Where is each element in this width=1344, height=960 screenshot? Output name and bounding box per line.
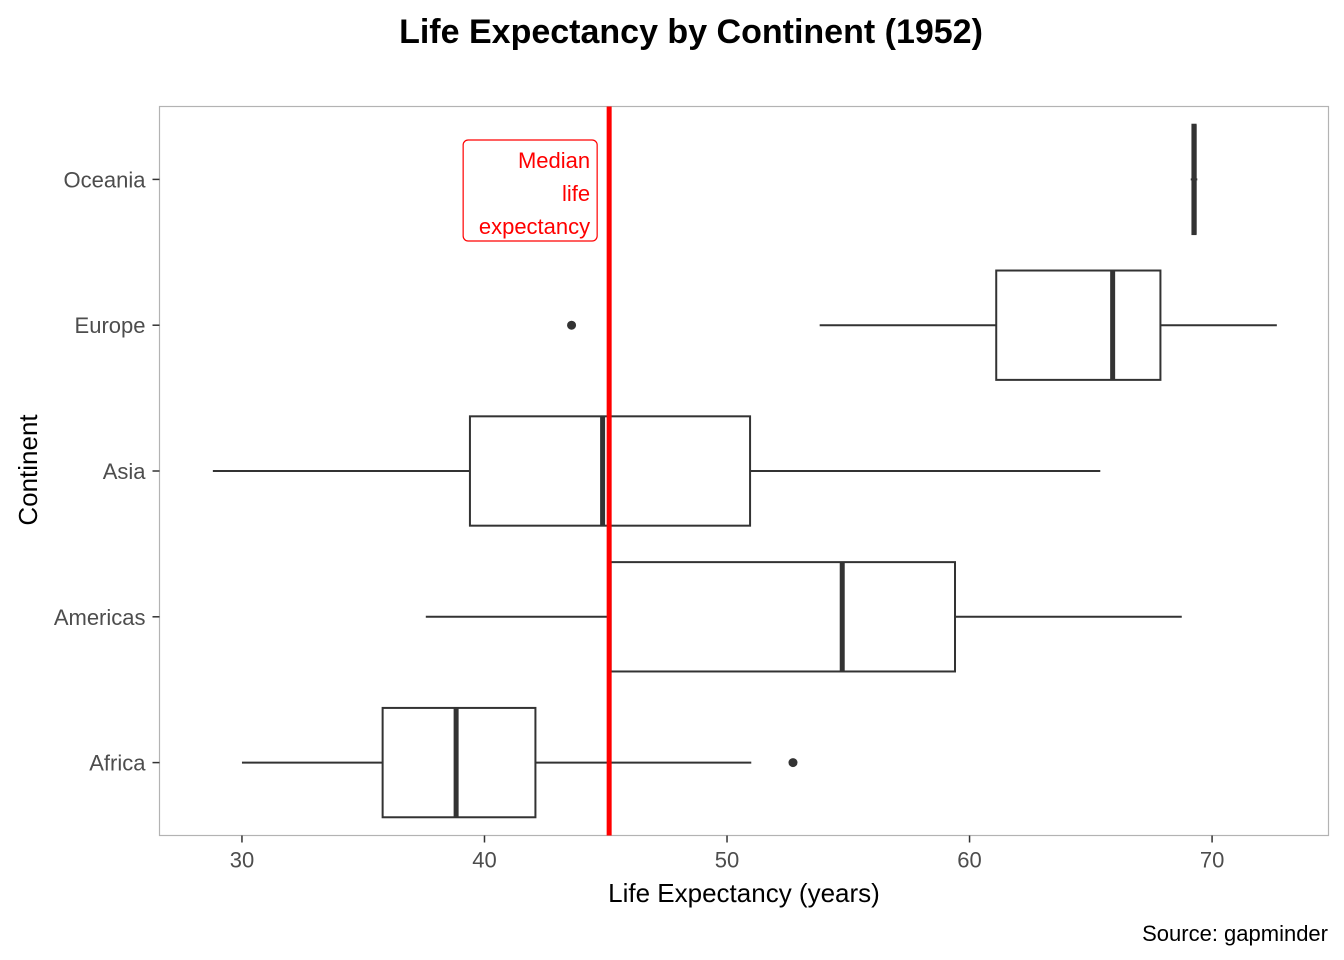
x-tick-label: 60 [957, 848, 981, 873]
box-americas [425, 561, 1182, 673]
y-tick-label: Americas [54, 605, 146, 630]
box-africa [241, 706, 798, 819]
box-europe [567, 269, 1277, 381]
x-tick-label: 30 [230, 848, 254, 873]
chart-title: Life Expectancy by Continent (1952) [399, 13, 983, 51]
x-tick-label: 70 [1200, 848, 1224, 873]
box-iqr [609, 561, 957, 673]
caption: Source: gapminder [1142, 921, 1328, 946]
y-tick-label: Africa [89, 751, 146, 776]
annotation-text: expectancy [479, 214, 590, 239]
x-axis-label: Life Expectancy (years) [608, 878, 880, 908]
x-tick-label: 50 [715, 848, 739, 873]
annotation-box [462, 139, 598, 242]
outlier-point [567, 320, 577, 330]
y-tick-label: Asia [103, 459, 147, 484]
annotation-label: Median life expectancy [462, 139, 598, 242]
annotation-text: Median [518, 148, 590, 173]
y-tick-label: Europe [75, 313, 146, 338]
outlier-point [788, 758, 798, 768]
y-tick-label: Oceania [64, 167, 147, 192]
x-tick-label: 40 [472, 848, 496, 873]
box-oceania [1190, 123, 1198, 236]
y-axis-label: Continent [13, 414, 43, 526]
annotation-text: life [562, 181, 590, 206]
box-iqr [381, 706, 537, 819]
box-iqr [995, 269, 1162, 381]
